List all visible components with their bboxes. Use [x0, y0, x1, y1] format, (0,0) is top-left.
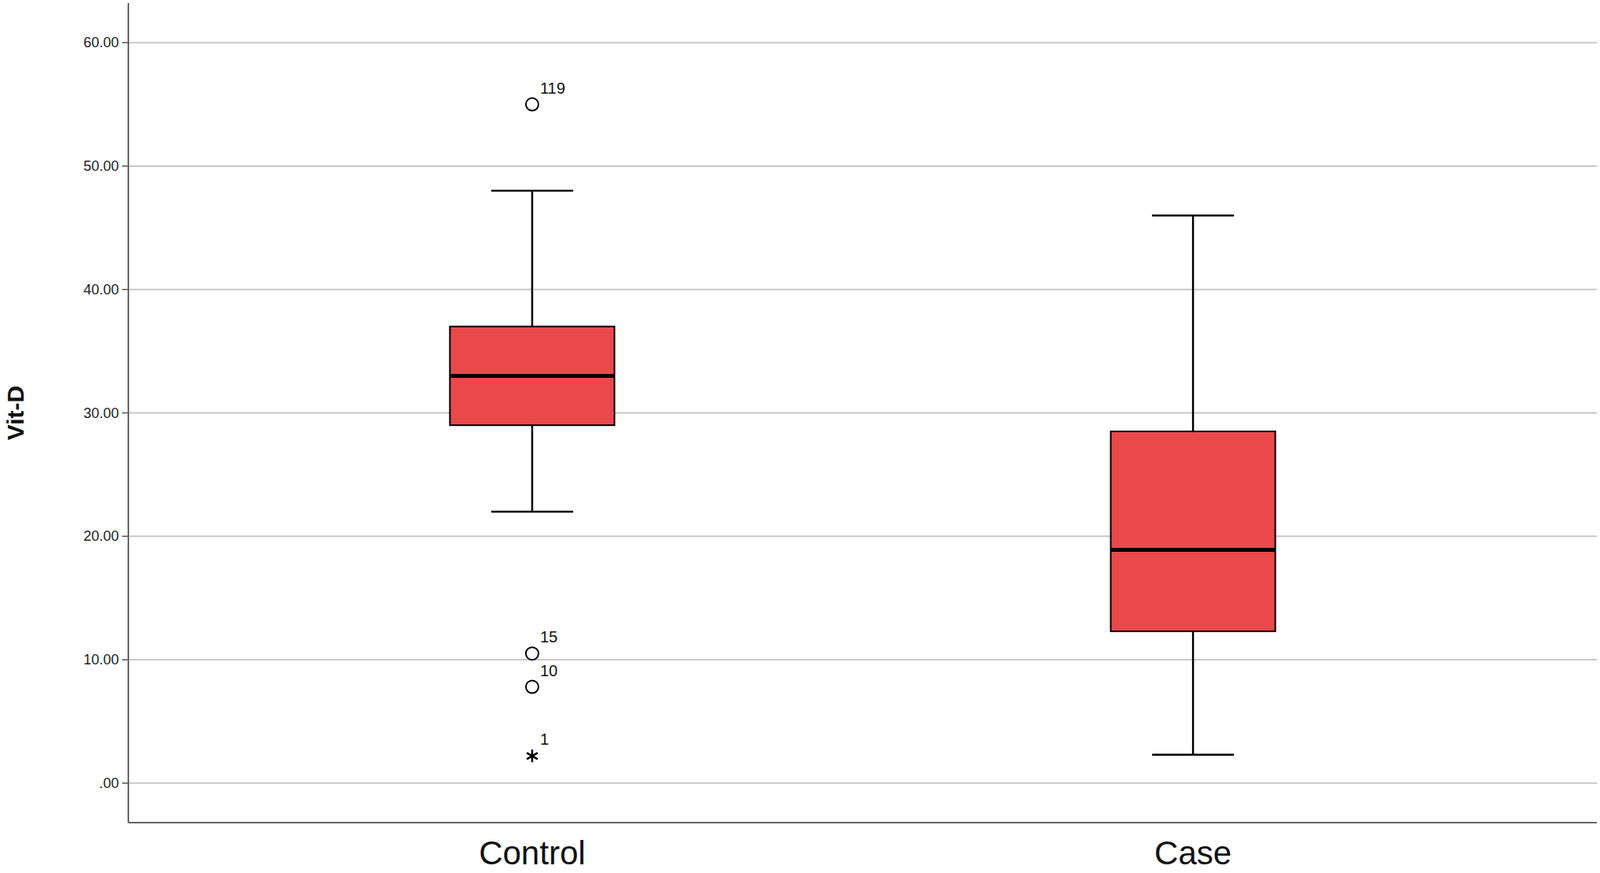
- tick-label: 50.00: [83, 158, 119, 175]
- tick-mark: [122, 659, 129, 661]
- category-label: Case: [1154, 834, 1232, 872]
- outlier-extreme: [526, 749, 538, 763]
- grid-line: [128, 782, 1597, 785]
- grid-line: [128, 412, 1597, 415]
- grid-line: [128, 288, 1597, 291]
- outlier: [525, 681, 539, 694]
- tick-mark: [122, 412, 129, 415]
- tick-mark: [122, 288, 129, 291]
- tick-label: 40.00: [83, 281, 119, 298]
- tick-label: .00: [99, 775, 119, 792]
- tick-mark: [122, 782, 129, 785]
- marks: [449, 98, 1275, 763]
- category-label: Control: [478, 834, 586, 872]
- outlier-label: 119: [540, 79, 566, 97]
- outlier: [525, 647, 539, 660]
- median: [449, 374, 615, 378]
- grid-line: [128, 165, 1597, 167]
- tick-mark: [122, 41, 129, 44]
- whisker: [531, 190, 534, 326]
- whisker-cap: [491, 189, 574, 193]
- box: [1111, 431, 1276, 632]
- tick-label: 10.00: [83, 651, 119, 668]
- chart: .00 10.00 20.00 30.00 40.00 50.00 60.00 Vit-D Co…: [0, 0, 1600, 873]
- grid-line: [128, 41, 1597, 44]
- y-axis: [127, 3, 130, 823]
- whisker: [1192, 631, 1195, 756]
- median: [1111, 548, 1276, 552]
- tick-label: 20.00: [83, 528, 119, 545]
- outlier: [525, 98, 539, 112]
- tick-mark: [122, 165, 129, 167]
- box: [449, 326, 615, 426]
- tick-label: 30.00: [83, 405, 119, 422]
- x-axis: [128, 822, 1597, 824]
- tick-mark: [122, 536, 129, 538]
- outlier-labels: 119circle15circle10circle1star: [540, 79, 566, 749]
- outlier-label: 15: [540, 628, 558, 646]
- y-axis-label: Vit-D: [2, 385, 29, 441]
- whisker: [531, 425, 534, 512]
- tick-label: 60.00: [83, 34, 119, 51]
- whisker: [1192, 215, 1195, 432]
- whisker-cap: [1151, 214, 1234, 217]
- whisker-cap: [491, 511, 574, 514]
- outlier-label: 10: [540, 662, 558, 680]
- outlier-label: 1: [540, 730, 549, 749]
- grid-line: [128, 659, 1597, 661]
- whisker-cap: [1151, 754, 1234, 757]
- grid-line: [128, 535, 1597, 538]
